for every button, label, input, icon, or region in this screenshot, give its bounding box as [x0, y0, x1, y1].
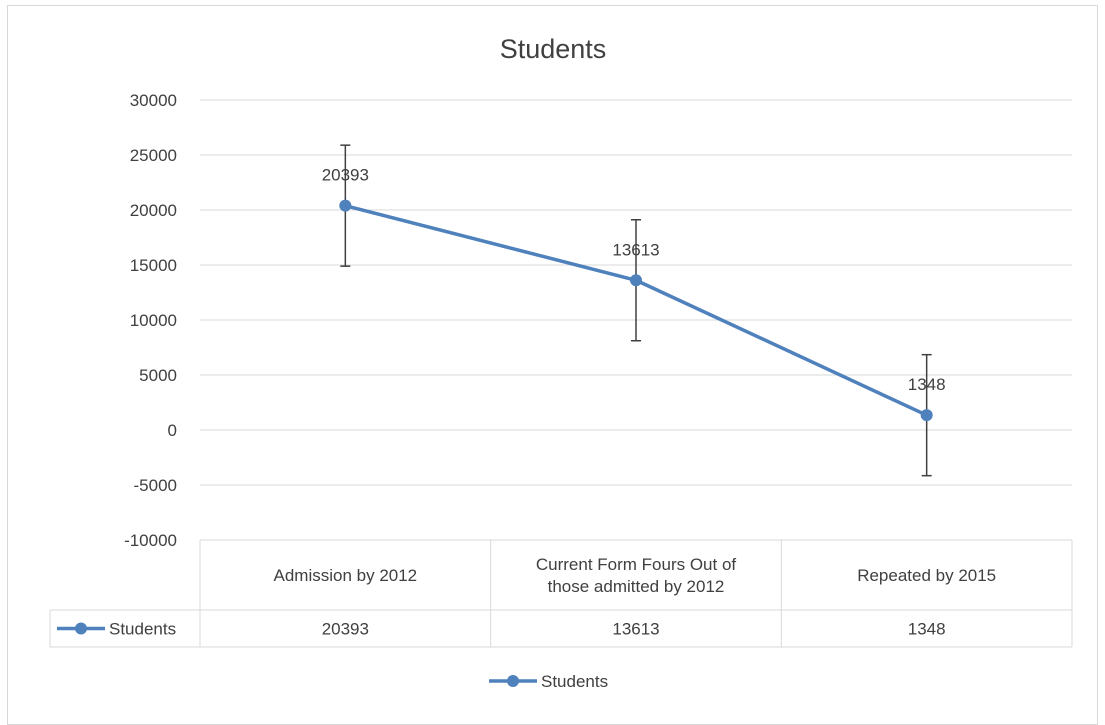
y-tick-label: 25000: [130, 146, 177, 165]
x-category-label: Admission by 2012: [274, 566, 418, 585]
data-point: [630, 274, 642, 287]
y-tick-label: 30000: [130, 91, 177, 110]
series-students: [339, 199, 933, 422]
y-tick-label: 20000: [130, 201, 177, 220]
legend-key-marker: [507, 675, 519, 687]
x-category-label: those admitted by 2012: [548, 577, 725, 596]
error-bars: [340, 144, 932, 477]
y-axis: 30000 25000 20000 15000 10000 5000 0 -5000 -1000…: [124, 91, 177, 550]
table-series-name: Students: [109, 620, 176, 639]
y-tick-label: 0: [168, 421, 177, 440]
chart-title: Students: [500, 34, 607, 64]
data-table: Admission by 2012 Current Form Fours Out …: [49, 539, 1073, 648]
y-tick-label: -10000: [124, 531, 177, 550]
data-point: [920, 409, 933, 422]
data-point: [339, 199, 352, 212]
table-value: 20393: [322, 620, 369, 639]
x-category-label: Current Form Fours Out of: [536, 555, 737, 574]
table-value: 13613: [612, 620, 659, 639]
table-series-key-marker: [75, 622, 87, 635]
y-tick-label: 15000: [130, 256, 177, 275]
x-category-label: Repeated by 2015: [857, 566, 996, 585]
data-labels: 20393 13613 1348: [322, 166, 946, 394]
data-label: 20393: [322, 166, 369, 185]
y-tick-label: 5000: [139, 366, 177, 385]
legend-label: Students: [541, 672, 608, 691]
y-tick-label: -5000: [134, 476, 177, 495]
chart-frame: [7, 5, 1098, 725]
legend: Students: [489, 672, 608, 691]
table-value: 1348: [908, 620, 946, 639]
data-label: 13613: [612, 240, 659, 259]
data-label: 1348: [908, 375, 946, 394]
y-tick-label: 10000: [130, 311, 177, 330]
